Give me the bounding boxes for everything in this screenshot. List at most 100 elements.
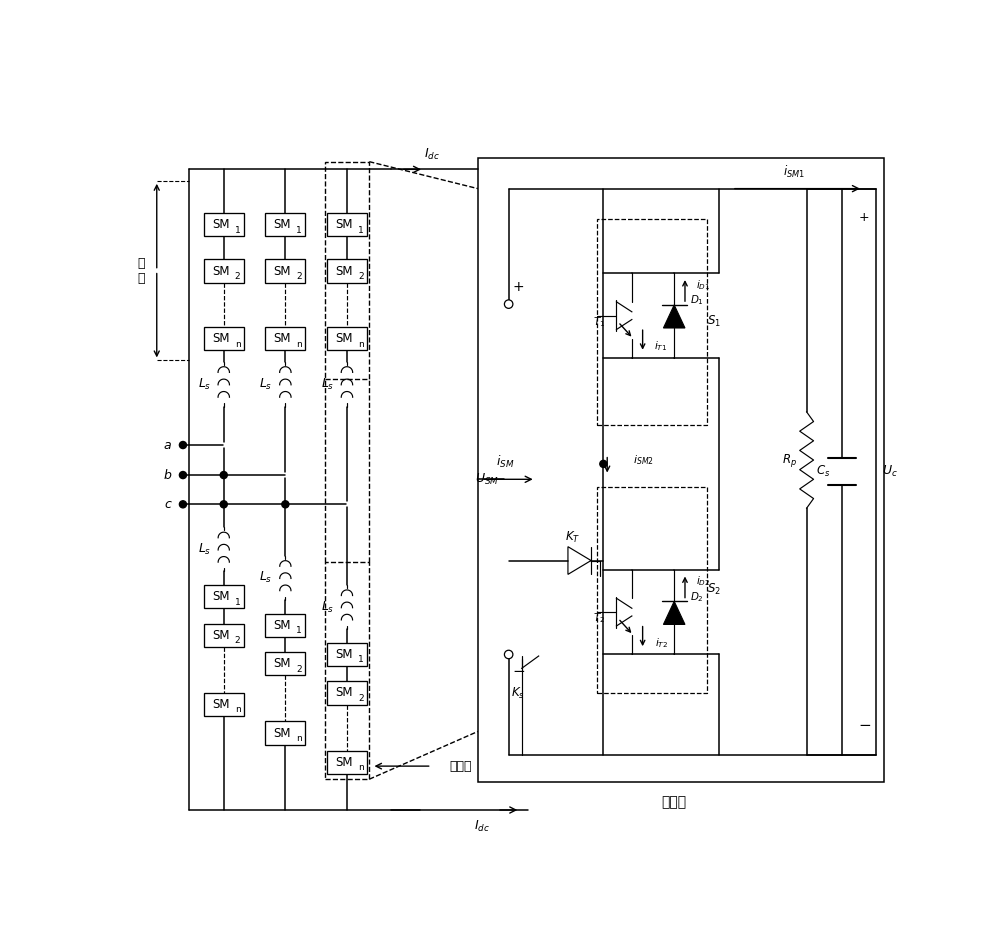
Text: $i_{D2}$: $i_{D2}$ [696,574,711,588]
Bar [597,487,707,693]
Text: −: − [859,718,872,733]
Text: 1: 1 [358,225,364,235]
Text: SM: SM [212,590,229,604]
Text: 桥
臂: 桥 臂 [138,256,145,285]
Bar [327,259,367,283]
Circle shape [282,501,289,508]
Text: n: n [296,734,302,743]
Text: $U_c$: $U_c$ [882,464,898,479]
Circle shape [600,460,607,468]
Text: SM: SM [274,619,291,632]
Bar [204,259,244,283]
Text: $D_1$: $D_1$ [690,293,704,307]
Bar [204,213,244,237]
Text: $R_p$: $R_p$ [782,452,797,469]
Bar [325,562,369,779]
Bar [204,327,244,350]
Bar [204,623,244,647]
Text: $C_s$: $C_s$ [816,464,831,479]
Text: SM: SM [212,629,229,642]
Text: n: n [296,339,302,349]
Text: $i_{SM2}$: $i_{SM2}$ [633,454,654,467]
Text: $L_s$: $L_s$ [198,376,211,391]
Bar [204,693,244,716]
Text: SM: SM [212,264,229,277]
Text: $D_2$: $D_2$ [690,589,704,604]
Text: SM: SM [335,264,353,277]
Text: 2: 2 [358,272,364,281]
Bar [327,327,367,350]
Text: 1: 1 [358,655,364,665]
Bar [265,259,305,283]
Text: SM: SM [212,219,229,231]
Text: b: b [164,469,171,482]
Text: $L_s$: $L_s$ [321,600,334,615]
Bar [265,653,305,675]
Text: 1: 1 [235,598,240,606]
Bar [265,213,305,237]
Text: $K_s$: $K_s$ [511,686,525,701]
Text: −: − [512,664,525,679]
Text: SM: SM [274,657,291,670]
Polygon shape [663,305,685,328]
Text: $T_2$: $T_2$ [593,611,606,625]
Text: n: n [235,339,240,349]
Circle shape [179,472,186,479]
Text: $K_T$: $K_T$ [565,530,580,545]
Text: $S_1$: $S_1$ [707,314,721,329]
Text: SM: SM [335,332,353,345]
Text: $i_{SM1}$: $i_{SM1}$ [783,164,805,180]
Text: +: + [858,211,869,224]
Bar [327,682,367,704]
Text: 2: 2 [235,272,240,281]
Text: 相单元: 相单元 [449,760,472,772]
Text: SM: SM [212,698,229,711]
Text: $i_{T2}$: $i_{T2}$ [655,636,668,650]
Bar [478,157,884,782]
Text: 1: 1 [235,225,240,235]
Text: a: a [164,438,171,452]
Text: 2: 2 [296,665,302,673]
Text: +: + [513,280,524,294]
Text: n: n [358,763,364,772]
Text: $I_{dc}$: $I_{dc}$ [424,146,440,161]
Text: n: n [235,705,240,715]
Text: $U_{SM}$: $U_{SM}$ [475,472,499,487]
Text: $L_s$: $L_s$ [321,376,334,391]
Circle shape [220,472,227,479]
Text: SM: SM [274,332,291,345]
Text: $i_{T1}$: $i_{T1}$ [654,339,668,354]
Bar [597,219,707,425]
Text: $I_{dc}$: $I_{dc}$ [474,819,490,835]
Text: 2: 2 [235,637,240,645]
Text: SM: SM [274,264,291,277]
Text: 2: 2 [358,694,364,703]
Bar [265,721,305,745]
Text: SM: SM [335,687,353,700]
Text: SM: SM [335,648,353,661]
Circle shape [179,501,186,508]
Text: $T_1$: $T_1$ [593,315,606,329]
Text: 子模块: 子模块 [662,795,687,809]
Bar [265,614,305,637]
Text: $i_{SM}$: $i_{SM}$ [496,455,514,471]
Polygon shape [663,602,685,624]
Text: SM: SM [335,219,353,231]
Circle shape [504,300,513,308]
Text: SM: SM [335,755,353,769]
Bar [325,161,369,379]
Text: n: n [358,339,364,349]
Bar [327,751,367,774]
Bar [265,327,305,350]
Text: SM: SM [274,219,291,231]
Text: 2: 2 [296,272,302,281]
Text: c: c [164,498,171,511]
Text: $L_s$: $L_s$ [259,376,273,391]
Text: SM: SM [212,332,229,345]
Text: $L_s$: $L_s$ [198,542,211,557]
Circle shape [179,441,186,449]
Text: SM: SM [274,726,291,739]
Circle shape [220,501,227,508]
Bar [327,643,367,666]
Text: 1: 1 [296,626,302,635]
